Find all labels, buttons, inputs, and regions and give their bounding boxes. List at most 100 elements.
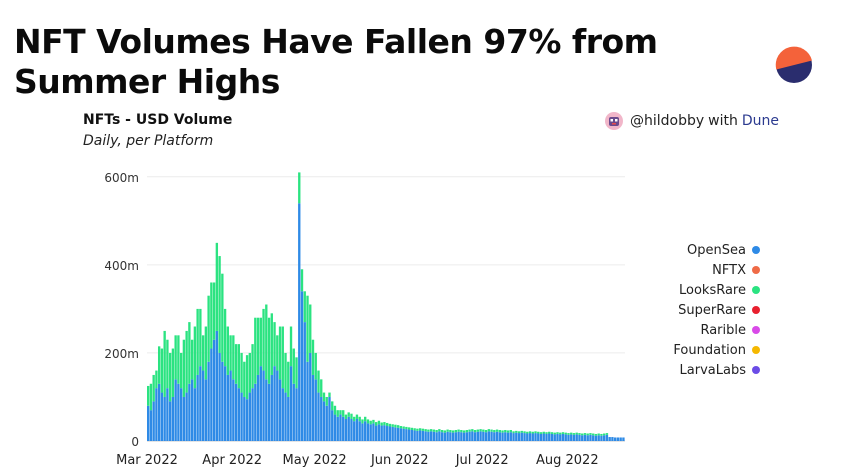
y-tick-label: 200m: [104, 347, 139, 361]
legend-item-nftx[interactable]: NFTX: [640, 260, 760, 280]
bar-opensea: [567, 434, 570, 441]
bar-opensea: [515, 432, 518, 441]
bar-opensea: [353, 421, 356, 441]
bar-looksrare: [328, 392, 331, 397]
bar-opensea: [501, 432, 504, 441]
bar-opensea: [534, 433, 537, 441]
bar-opensea: [254, 383, 257, 441]
bar-opensea: [284, 392, 287, 441]
bar-looksrare: [539, 432, 543, 434]
chart-subtitle: Daily, per Platform: [83, 133, 214, 149]
bar-looksrare: [344, 414, 348, 419]
bar-opensea: [506, 432, 510, 441]
legend-item-rarible[interactable]: Rarible: [640, 320, 760, 340]
bar-looksrare: [457, 429, 460, 432]
bar-opensea: [460, 432, 463, 441]
bar-opensea: [212, 339, 216, 441]
bar-looksrare: [394, 424, 397, 428]
legend-item-opensea[interactable]: OpenSea: [640, 240, 760, 260]
bar-looksrare: [265, 304, 268, 380]
bar-looksrare: [429, 429, 433, 432]
avatar-icon[interactable]: [605, 112, 623, 130]
bar-looksrare: [526, 431, 529, 434]
bar-looksrare: [166, 339, 169, 389]
bar-opensea: [594, 435, 598, 441]
bar-looksrare: [559, 432, 562, 435]
bar-opensea: [396, 427, 400, 441]
bar-opensea: [449, 432, 452, 441]
bar-opensea: [421, 430, 425, 441]
bar-opensea: [619, 437, 622, 441]
bar-looksrare: [201, 335, 205, 371]
bar-looksrare: [298, 172, 301, 204]
bar-opensea: [616, 437, 620, 441]
bar-looksrare: [207, 295, 210, 362]
bar-looksrare: [443, 430, 447, 433]
credit-brand[interactable]: Dune: [741, 113, 780, 129]
bar-looksrare: [270, 313, 273, 375]
bar-opensea: [575, 434, 578, 441]
bar-looksrare: [523, 431, 526, 434]
bar-looksrare: [501, 430, 504, 433]
bar-looksrare: [528, 431, 532, 434]
bar-looksrare: [380, 422, 383, 426]
bar-opensea: [215, 330, 219, 441]
bar-looksrare: [597, 433, 600, 436]
bar-opensea: [292, 383, 295, 441]
legend-label: LooksRare: [679, 282, 746, 298]
bar-opensea: [581, 435, 584, 441]
bar-opensea: [468, 431, 471, 441]
bar-looksrare: [182, 339, 186, 397]
bar-opensea: [479, 431, 482, 441]
x-tick-label: Mar 2022: [116, 453, 178, 468]
bar-looksrare: [487, 429, 490, 432]
bar-opensea: [548, 433, 551, 441]
bar-opensea: [542, 433, 545, 441]
bar-looksrare: [215, 242, 219, 331]
legend-item-foundation[interactable]: Foundation: [640, 340, 760, 360]
bar-opensea: [342, 416, 345, 441]
credit-handle[interactable]: @hildobby: [630, 113, 705, 129]
x-tick-label: May 2022: [283, 453, 347, 468]
bar-opensea: [188, 383, 191, 441]
bar-opensea: [429, 431, 433, 441]
legend-item-superrare[interactable]: SuperRare: [640, 300, 760, 320]
bar-opensea: [589, 434, 592, 441]
bar-looksrare: [331, 401, 334, 411]
legend-dot: [752, 346, 760, 354]
bar-opensea: [405, 429, 408, 441]
bar-opensea: [344, 418, 348, 441]
bar-opensea: [339, 414, 342, 441]
bar-opensea: [355, 418, 359, 441]
bar-looksrare: [320, 379, 323, 397]
bar-looksrare: [267, 317, 271, 384]
bar-looksrare: [605, 433, 609, 435]
bar-opensea: [287, 396, 290, 441]
bar-opensea: [564, 434, 567, 441]
bar-looksrare: [273, 322, 276, 367]
bar-looksrare: [171, 348, 175, 397]
bar-looksrare: [350, 413, 353, 419]
dune-logo-icon[interactable]: [775, 46, 813, 84]
bar-looksrare: [534, 431, 537, 434]
bar-opensea: [276, 370, 279, 441]
bar-opensea: [325, 405, 328, 441]
bar-looksrare: [256, 317, 260, 375]
bar-looksrare: [289, 326, 293, 367]
legend-dot: [752, 366, 760, 374]
legend-item-looksrare[interactable]: LooksRare: [640, 280, 760, 300]
bar-opensea: [273, 366, 276, 441]
legend-item-larvalabs[interactable]: LarvaLabs: [640, 360, 760, 380]
bar-looksrare: [336, 410, 339, 417]
bar-looksrare: [589, 433, 592, 435]
bar-opensea: [611, 437, 614, 441]
bar-looksrare: [460, 429, 463, 433]
bar-looksrare: [245, 355, 249, 400]
bar-opensea: [493, 432, 496, 441]
bar-opensea: [531, 433, 534, 441]
bar-opensea: [416, 430, 419, 441]
bar-looksrare: [223, 308, 227, 367]
bar-looksrare: [531, 431, 534, 434]
bar-opensea: [490, 431, 493, 441]
bar-opensea: [190, 379, 194, 441]
